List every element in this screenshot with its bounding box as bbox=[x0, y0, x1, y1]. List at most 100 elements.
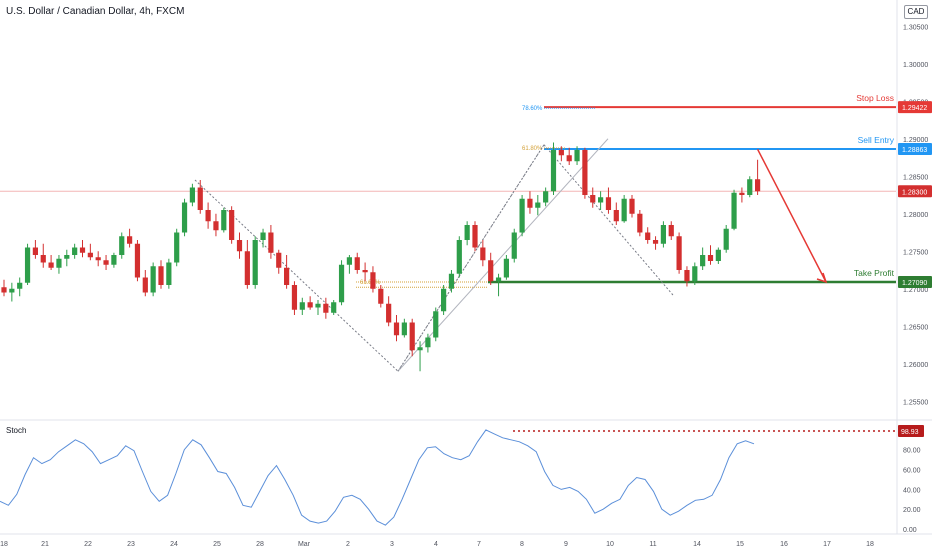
candle-body bbox=[158, 266, 164, 285]
price-tick-label: 1.28500 bbox=[903, 174, 928, 181]
time-tick-label: 18 bbox=[866, 541, 874, 548]
candle-body bbox=[676, 236, 682, 270]
candle-body bbox=[448, 273, 455, 289]
candle-body bbox=[739, 192, 745, 195]
time-tick-label: 24 bbox=[170, 541, 178, 548]
candle-body bbox=[213, 221, 219, 231]
candle-body bbox=[715, 249, 721, 261]
time-tick-label: 28 bbox=[256, 541, 264, 548]
candle-body bbox=[378, 288, 384, 304]
take-profit-badge bbox=[898, 276, 932, 288]
candle-body bbox=[684, 270, 690, 282]
current-price-badge bbox=[898, 185, 932, 198]
price-tick-label: 1.26500 bbox=[903, 324, 928, 331]
candle-body bbox=[511, 232, 517, 259]
candle-body bbox=[464, 225, 470, 240]
candle-body bbox=[299, 302, 305, 310]
candle-body bbox=[79, 247, 86, 253]
time-tick-label: 9 bbox=[564, 541, 568, 548]
candle-body bbox=[417, 347, 423, 351]
candle-body bbox=[362, 270, 368, 273]
time-tick-label: 25 bbox=[213, 541, 221, 548]
candle-body bbox=[189, 187, 195, 203]
pattern-leg bbox=[397, 144, 545, 372]
candle-body bbox=[558, 150, 564, 156]
stoch-line bbox=[0, 429, 755, 526]
candle-body bbox=[268, 232, 274, 253]
price-tick-label: 1.25500 bbox=[903, 399, 928, 406]
stoch-tick-label: 20.00 bbox=[903, 507, 921, 514]
candle-body bbox=[236, 240, 243, 252]
time-tick-label: 7 bbox=[477, 541, 481, 548]
candle-body bbox=[495, 277, 502, 282]
candle-body bbox=[488, 260, 494, 282]
candle-body bbox=[707, 255, 714, 261]
candle-body bbox=[574, 150, 580, 162]
candle-body bbox=[386, 303, 392, 323]
candle-body bbox=[747, 179, 753, 195]
candle-body bbox=[48, 262, 54, 268]
candle-body bbox=[543, 191, 549, 203]
symbol-title: U.S. Dollar / Canadian Dollar, 4h, FXCM bbox=[6, 6, 185, 17]
candle-body bbox=[127, 236, 133, 244]
candle-body bbox=[87, 252, 93, 258]
stoch-tick-label: 80.00 bbox=[903, 448, 921, 455]
candle-body bbox=[605, 197, 612, 210]
candle-body bbox=[480, 247, 486, 261]
candle-body bbox=[315, 303, 321, 308]
candle-body bbox=[103, 260, 109, 265]
projection-arrow-head bbox=[816, 272, 828, 284]
candle-body bbox=[645, 232, 651, 240]
candle-body bbox=[346, 257, 352, 265]
take-profit-badge-text: 1.27090 bbox=[902, 280, 927, 287]
price-tick-label: 1.28000 bbox=[903, 212, 928, 219]
candle-body bbox=[582, 150, 588, 195]
candle-body bbox=[456, 240, 462, 274]
time-tick-label: 3 bbox=[390, 541, 394, 548]
candle-body bbox=[700, 255, 706, 267]
pattern-leg bbox=[194, 179, 399, 372]
candle-body bbox=[150, 266, 156, 293]
candle-body bbox=[134, 243, 141, 278]
candle-body bbox=[9, 288, 15, 293]
candle-body bbox=[32, 247, 38, 255]
candle-body bbox=[433, 311, 439, 338]
candle-body bbox=[613, 210, 619, 222]
candle-body bbox=[276, 252, 282, 268]
candle-body bbox=[40, 255, 46, 263]
candle-body bbox=[244, 251, 250, 285]
candle-body bbox=[598, 197, 604, 203]
stoch-tick-label: 40.00 bbox=[903, 487, 921, 494]
sell-entry-badge-text: 1.28863 bbox=[902, 147, 927, 154]
pattern-trend-line bbox=[397, 138, 609, 372]
candle-body bbox=[425, 337, 431, 348]
time-tick-label: Mar bbox=[298, 541, 311, 548]
stop-loss-label: Stop Loss bbox=[856, 93, 894, 103]
candle-body bbox=[472, 225, 478, 248]
candle-body bbox=[119, 236, 125, 255]
candle-body bbox=[668, 225, 674, 237]
currency-badge[interactable]: CAD bbox=[904, 5, 928, 19]
sell-entry-badge bbox=[898, 143, 932, 156]
candle-body bbox=[56, 258, 62, 268]
candle-body bbox=[205, 210, 211, 222]
price-tick-label: 1.27000 bbox=[903, 287, 928, 294]
stoch-tick-label: 0.00 bbox=[903, 527, 917, 534]
candle-body bbox=[535, 202, 541, 208]
candle-body bbox=[731, 192, 737, 229]
candle-body bbox=[354, 257, 360, 270]
candle-body bbox=[519, 198, 525, 233]
candle-body bbox=[621, 198, 627, 222]
candle-body bbox=[441, 288, 447, 312]
candle-body bbox=[692, 266, 698, 282]
price-tick-label: 1.26000 bbox=[903, 362, 928, 369]
price-tick-label: 1.30500 bbox=[903, 24, 928, 31]
candle-body bbox=[401, 322, 407, 336]
candle-body bbox=[24, 247, 31, 283]
candle-body bbox=[629, 198, 635, 214]
candle-body bbox=[229, 210, 235, 240]
stop-loss-badge bbox=[898, 101, 932, 114]
candle-body bbox=[393, 322, 400, 336]
candle-body bbox=[221, 210, 227, 231]
